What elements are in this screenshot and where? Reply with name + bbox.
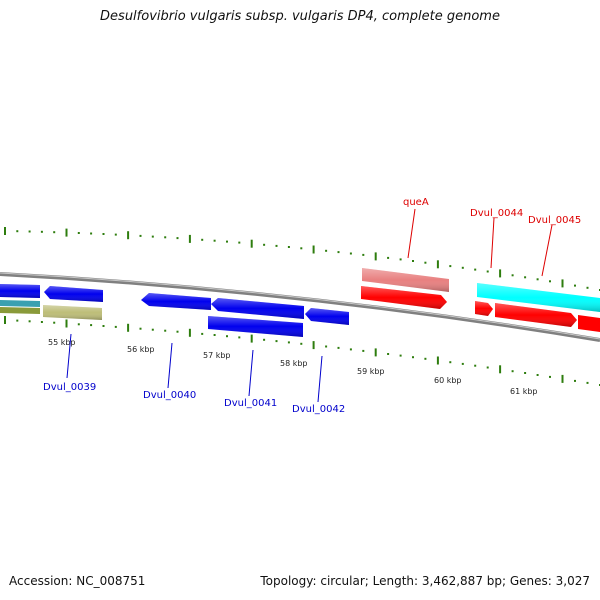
feature-quea[interactable] bbox=[361, 286, 447, 309]
leader-line-quea bbox=[407, 208, 416, 259]
leader-line-dvul-0042 bbox=[317, 355, 323, 403]
gene-label-dvul-0040[interactable]: Dvul_0040 bbox=[143, 390, 196, 401]
gene-label-dvul-0042[interactable]: Dvul_0042 bbox=[292, 404, 345, 415]
accession-text: Accession: NC_008751 bbox=[9, 574, 146, 588]
outer-tick-ring bbox=[4, 227, 600, 291]
ruler-label-56kbp: 56 kbp bbox=[127, 345, 155, 354]
ruler-label-59kbp: 59 kbp bbox=[357, 367, 385, 376]
ruler-label-55kbp: 55 kbp bbox=[48, 338, 76, 347]
gene-label-quea[interactable]: queA bbox=[403, 197, 429, 208]
feature-dvul-0041-a[interactable] bbox=[211, 298, 304, 319]
leader-line-dvul-0045 bbox=[541, 224, 553, 277]
feature-dvul-0046-partial[interactable] bbox=[578, 315, 600, 332]
feature-dvul-0041-b[interactable] bbox=[208, 316, 303, 337]
leader-line-dvul-0044 bbox=[490, 217, 495, 269]
feature-dvul-0040[interactable] bbox=[141, 293, 211, 310]
feature-dvul-0042[interactable] bbox=[305, 308, 349, 325]
ruler-label-58kbp: 58 kbp bbox=[280, 359, 308, 368]
feature-dvul-0044-cds[interactable] bbox=[477, 283, 600, 312]
map-title: Desulfovibrio vulgaris subsp. vulgaris D… bbox=[100, 9, 500, 24]
inner-tick-ring bbox=[4, 316, 600, 386]
feature-teal-strip[interactable] bbox=[0, 300, 40, 314]
leader-line-dvul-0040 bbox=[167, 342, 173, 389]
genome-backbone-highlight bbox=[0, 272, 600, 340]
ruler-label-60kbp: 60 kbp bbox=[434, 376, 462, 385]
feature-gene-arrow-1[interactable] bbox=[44, 286, 103, 302]
gene-label-dvul-0044[interactable]: Dvul_0044 bbox=[470, 208, 523, 219]
feature-dvul-0044[interactable] bbox=[475, 301, 493, 316]
gene-label-dvul-0039[interactable]: Dvul_0039 bbox=[43, 382, 96, 393]
leader-line-dvul-0041 bbox=[248, 349, 254, 397]
genome-backbone bbox=[0, 272, 600, 342]
ruler-label-57kbp: 57 kbp bbox=[203, 351, 231, 360]
feature-dvul-0045[interactable] bbox=[495, 303, 577, 327]
leader-line-dvul-0039 bbox=[66, 333, 72, 379]
ruler-label-61kbp: 61 kbp bbox=[510, 387, 538, 396]
feature-quea-faded[interactable] bbox=[362, 268, 449, 292]
genome-summary-text: Topology: circular; Length: 3,462,887 bp… bbox=[260, 574, 590, 588]
feature-dvul-0039-block[interactable] bbox=[0, 284, 40, 298]
gene-label-dvul-0041[interactable]: Dvul_0041 bbox=[224, 398, 277, 409]
feature-olive-block[interactable] bbox=[43, 305, 102, 320]
gene-label-dvul-0045[interactable]: Dvul_0045 bbox=[528, 215, 581, 226]
